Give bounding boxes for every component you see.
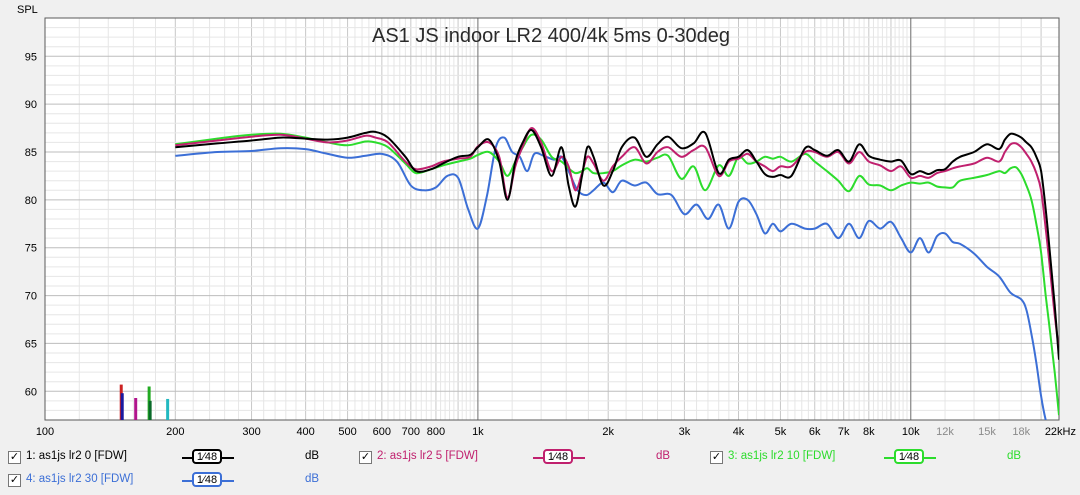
x-tick-label: 100 bbox=[36, 426, 54, 438]
x-tick-label: 200 bbox=[166, 426, 184, 438]
y-tick-label: 95 bbox=[25, 51, 37, 63]
series-line-3 bbox=[175, 132, 1059, 416]
y-tick-label: 60 bbox=[25, 386, 37, 398]
series-4-unit: dB bbox=[305, 473, 320, 485]
x-tick-label: 15k bbox=[978, 426, 996, 438]
series-2-label: 2: as1js lr2 5 [FDW] bbox=[377, 450, 478, 462]
series-3-smoothing-control[interactable]: 1⁄48 bbox=[884, 449, 936, 465]
x-tick-label: 2k bbox=[602, 426, 614, 438]
x-tick-label: 12k bbox=[936, 426, 954, 438]
series-3-smoothing-value: 1⁄48 bbox=[894, 449, 924, 464]
series-1-unit: dB bbox=[305, 450, 320, 462]
series-4-smoothing-control[interactable]: 1⁄48 bbox=[182, 472, 234, 488]
x-tick-label: 22kHz bbox=[1045, 426, 1076, 438]
series-1-smoothing-value: 1⁄48 bbox=[192, 449, 222, 464]
x-tick-label: 400 bbox=[296, 426, 314, 438]
axis-labels: 95 90 85 80 75 70 65 60 100 200 300 400 500 600 700 800… bbox=[25, 51, 1076, 438]
y-tick-label: 75 bbox=[25, 243, 37, 255]
x-tick-label: 6k bbox=[809, 426, 821, 438]
series-2-checkbox[interactable]: ✓ bbox=[359, 451, 372, 464]
y-tick-label: 85 bbox=[25, 147, 37, 159]
series-1-smoothing-control[interactable]: 1⁄48 bbox=[182, 449, 234, 465]
series-layer bbox=[175, 127, 1059, 420]
x-tick-label: 300 bbox=[242, 426, 260, 438]
y-axis-label: SPL bbox=[17, 4, 38, 16]
y-tick-label: 65 bbox=[25, 338, 37, 350]
series-4-label: 4: as1js lr2 30 [FDW] bbox=[26, 473, 134, 485]
y-tick-label: 90 bbox=[25, 99, 37, 111]
y-tick-label: 80 bbox=[25, 195, 37, 207]
grid bbox=[44, 17, 1060, 421]
x-tick-label: 5k bbox=[775, 426, 787, 438]
x-tick-label: 18k bbox=[1012, 426, 1030, 438]
x-tick-label: 7k bbox=[838, 426, 850, 438]
series-1-checkbox[interactable]: ✓ bbox=[8, 451, 21, 464]
chart-title: AS1 JS indoor LR2 400/4k 5ms 0-30deg bbox=[372, 25, 730, 47]
series-1-label: 1: as1js lr2 0 [FDW] bbox=[26, 450, 127, 462]
series-3-label: 3: as1js lr2 10 [FDW] bbox=[728, 450, 836, 462]
x-tick-label: 700 bbox=[402, 426, 420, 438]
cursor-markers bbox=[119, 384, 170, 420]
series-3-unit: dB bbox=[1007, 450, 1022, 462]
x-tick-label: 3k bbox=[679, 426, 691, 438]
series-line-4 bbox=[175, 136, 1047, 420]
x-tick-label: 10k bbox=[902, 426, 920, 438]
series-3-checkbox[interactable]: ✓ bbox=[710, 451, 723, 464]
x-tick-label: 600 bbox=[373, 426, 391, 438]
series-4-checkbox[interactable]: ✓ bbox=[8, 474, 21, 487]
series-2-unit: dB bbox=[656, 450, 671, 462]
x-tick-label: 4k bbox=[733, 426, 745, 438]
x-tick-label: 800 bbox=[427, 426, 445, 438]
series-2-smoothing-control[interactable]: 1⁄48 bbox=[533, 449, 585, 465]
x-tick-label: 1k bbox=[472, 426, 484, 438]
series-4-smoothing-value: 1⁄48 bbox=[192, 472, 222, 487]
series-2-smoothing-value: 1⁄48 bbox=[543, 449, 573, 464]
frequency-response-chart[interactable]: 95 90 85 80 75 70 65 60 100 200 300 400 500 600 700 800… bbox=[0, 0, 1080, 440]
x-tick-label: 500 bbox=[338, 426, 356, 438]
y-tick-label: 70 bbox=[25, 291, 37, 303]
plot-frame bbox=[44, 17, 1060, 421]
series-line-1 bbox=[175, 129, 1059, 360]
x-tick-label: 8k bbox=[863, 426, 875, 438]
